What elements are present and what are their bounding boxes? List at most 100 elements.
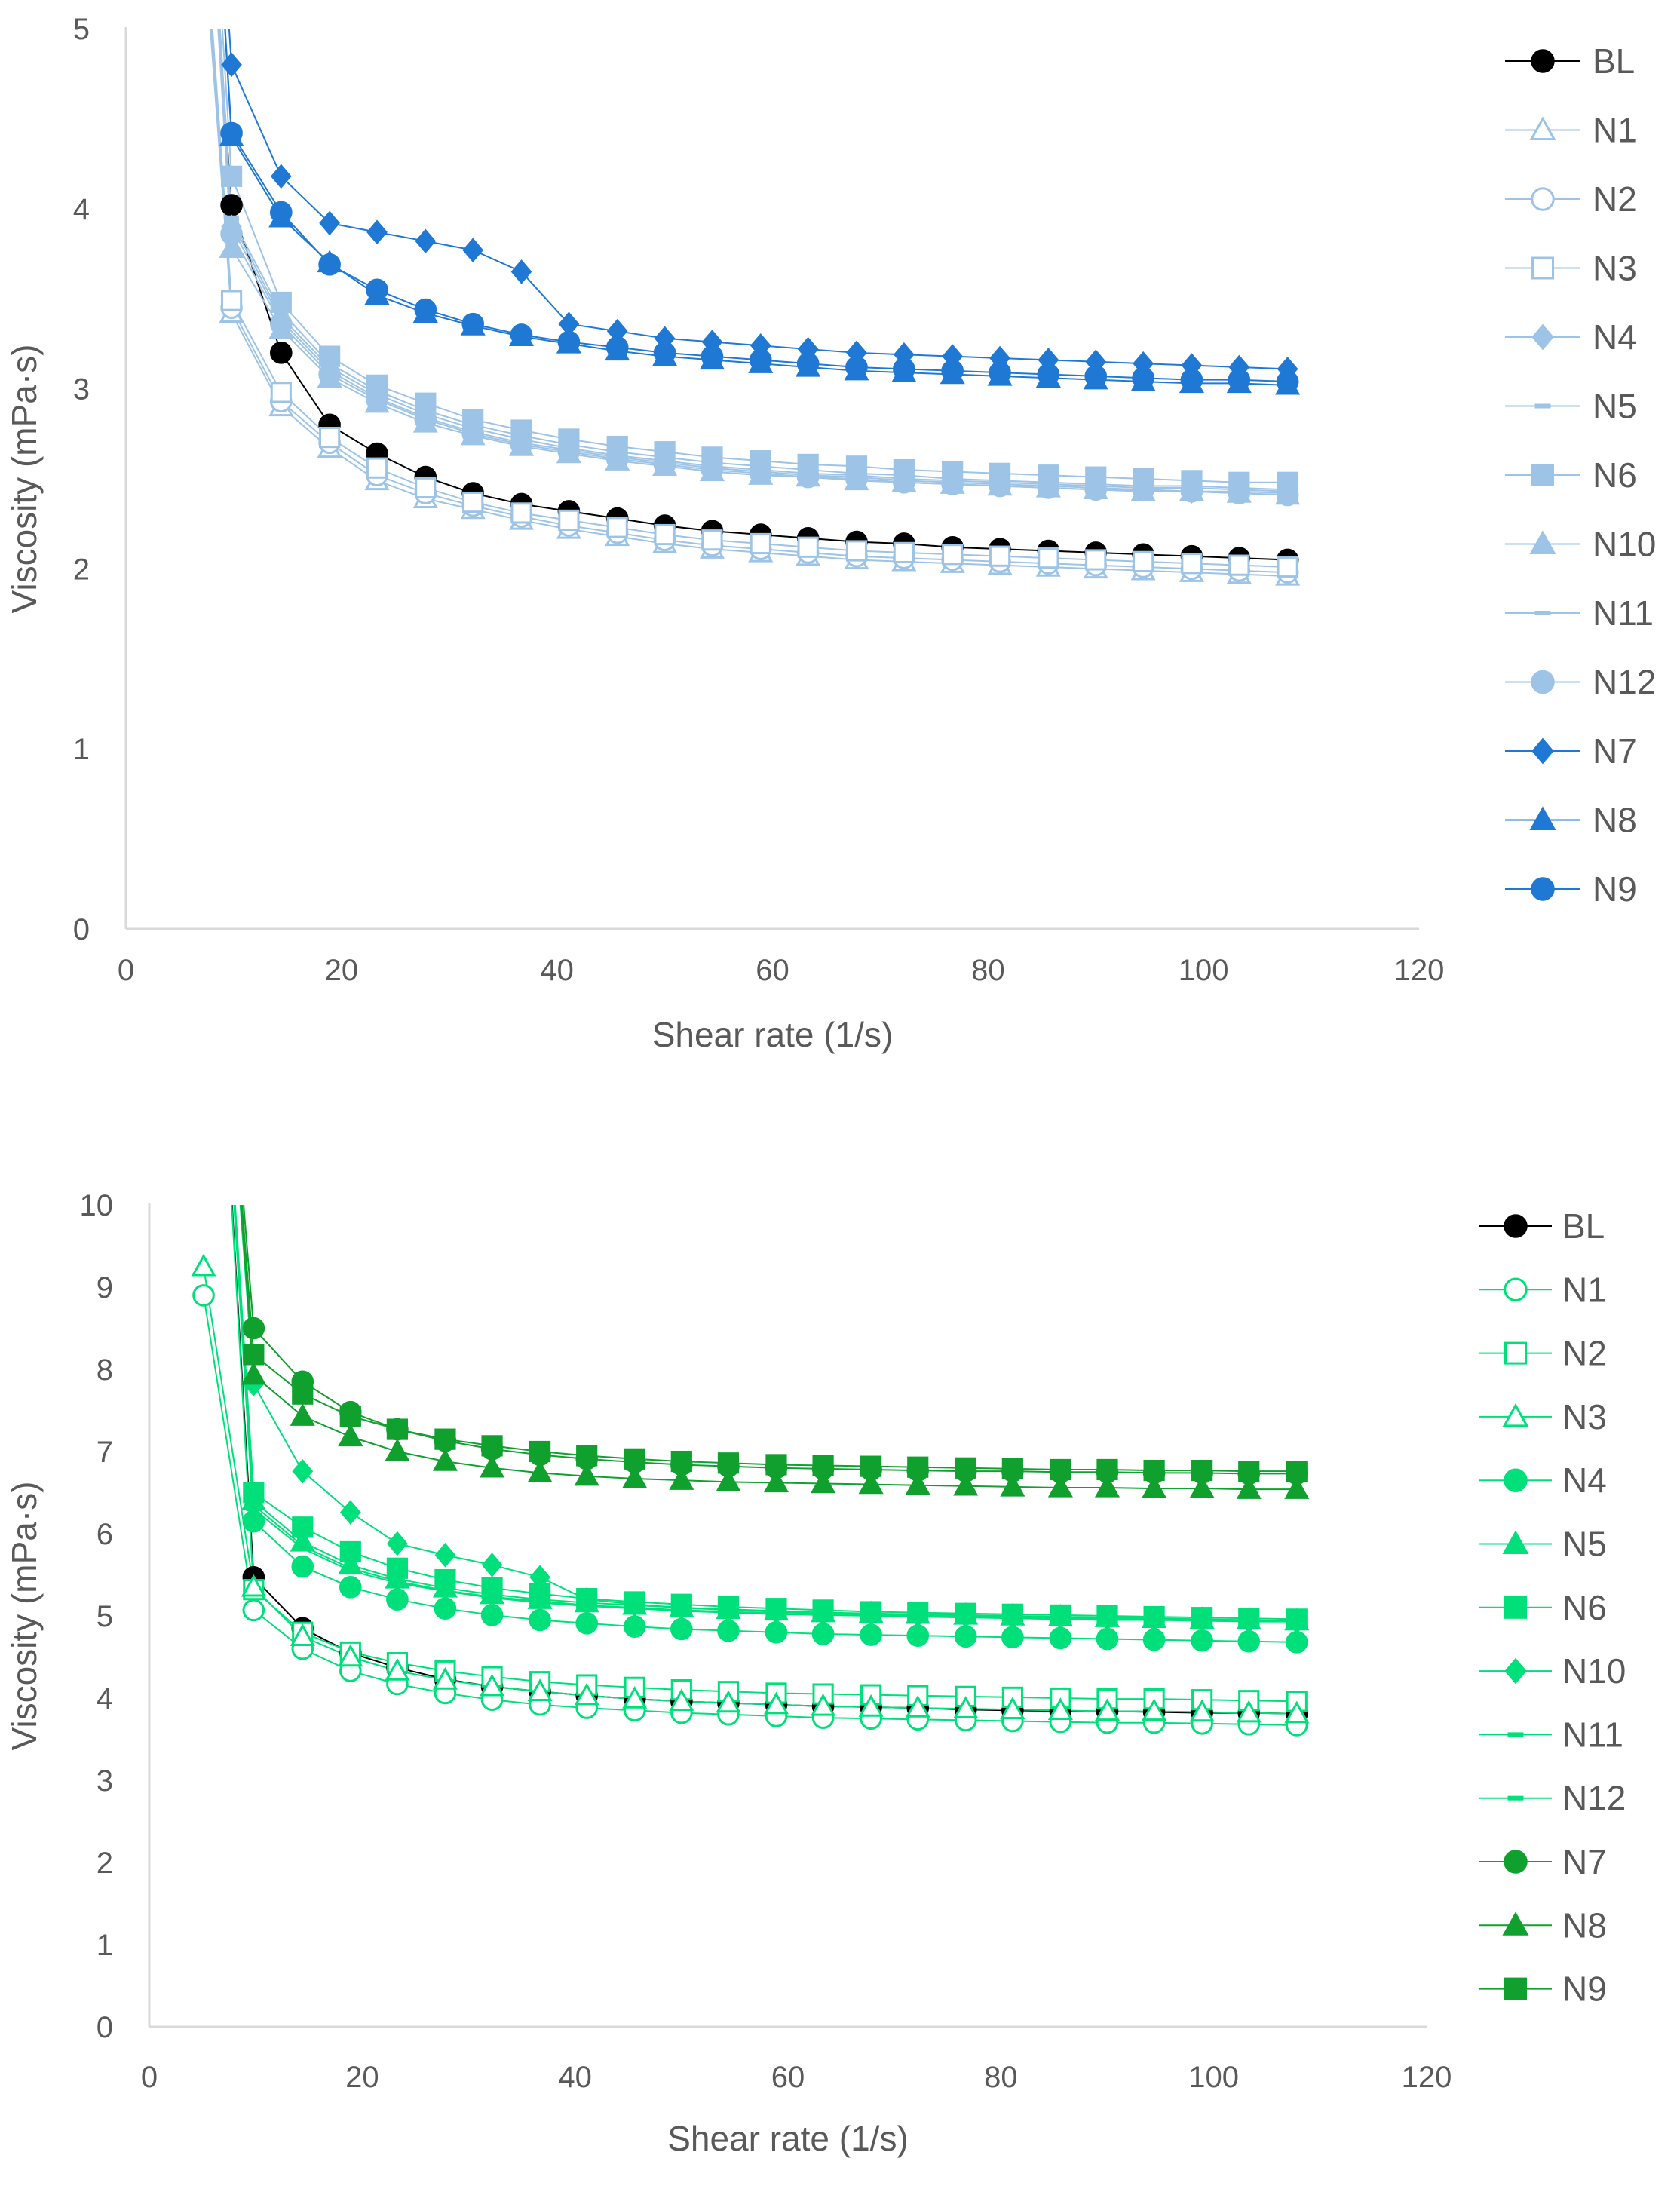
data-point-n12 xyxy=(845,468,868,490)
series-line-n10 xyxy=(217,29,1288,496)
x-tick-label: 80 xyxy=(984,2061,1018,2094)
data-point-n9 xyxy=(1132,366,1154,390)
data-point-n8 xyxy=(905,1472,930,1495)
legend-marker xyxy=(1529,116,1556,140)
data-point-n9 xyxy=(510,323,533,346)
y-tick-label: 3 xyxy=(73,373,90,406)
legend-marker xyxy=(1531,49,1555,73)
data-point-n3 xyxy=(462,491,484,513)
data-point-n9 xyxy=(270,201,293,224)
data-point-n3 xyxy=(845,540,868,562)
data-point-n8 xyxy=(1094,1474,1121,1498)
legend-label: N6 xyxy=(1593,455,1637,495)
data-point-n9 xyxy=(670,1450,692,1473)
data-point-n12 xyxy=(653,453,676,476)
x-tick-label: 40 xyxy=(540,954,574,987)
data-point-n12 xyxy=(484,1594,500,1599)
legend-marker xyxy=(1531,464,1554,486)
data-point-n10 xyxy=(292,1458,314,1484)
data-point-n3 xyxy=(1189,1699,1215,1722)
data-point-n9 xyxy=(955,1457,976,1479)
data-point-n3 xyxy=(701,529,723,551)
legend-marker xyxy=(1529,806,1556,830)
data-point-n7 xyxy=(242,1317,265,1340)
data-point-n8 xyxy=(1142,1475,1167,1498)
data-point-n12 xyxy=(1053,1616,1068,1621)
legend-label: N10 xyxy=(1593,525,1656,564)
series-line-n3 xyxy=(211,29,1288,569)
legend-label: N1 xyxy=(1593,111,1637,150)
data-point-n9 xyxy=(1096,1458,1118,1481)
data-point-n12 xyxy=(893,471,915,494)
data-point-n12 xyxy=(390,1579,405,1584)
data-point-n9 xyxy=(845,356,868,379)
data-point-n3 xyxy=(669,1688,694,1712)
legend-marker xyxy=(1504,1468,1528,1492)
data-point-n12 xyxy=(1146,1617,1162,1622)
legend-marker xyxy=(1504,1277,1528,1302)
legend-item-n9: N9 xyxy=(1505,869,1637,909)
legend-marker xyxy=(1504,1214,1528,1238)
data-point-n3 xyxy=(1277,556,1298,578)
series-line-n7 xyxy=(228,29,1288,370)
data-point-n12 xyxy=(295,1544,311,1549)
x-tick-label: 100 xyxy=(1188,2061,1239,2094)
y-tick-label: 3 xyxy=(97,1764,113,1798)
legend-item-n1: N1 xyxy=(1479,1270,1607,1309)
x-tick-label: 20 xyxy=(345,2061,379,2094)
data-point-n7 xyxy=(319,210,340,236)
y-tick-label: 1 xyxy=(73,733,90,766)
legend-item-n8: N8 xyxy=(1479,1905,1607,1945)
x-tick-label: 0 xyxy=(141,2061,158,2094)
data-point-n12 xyxy=(557,440,581,463)
data-point-n8 xyxy=(716,1469,741,1492)
legend-marker xyxy=(1531,323,1554,351)
data-point-n9 xyxy=(907,1456,929,1478)
data-point-n12 xyxy=(863,1612,878,1617)
data-point-n4 xyxy=(670,1617,693,1641)
data-point-n12 xyxy=(749,462,772,485)
legend-marker xyxy=(1504,1657,1527,1685)
legend-marker xyxy=(1504,1850,1528,1874)
legend-item-n11: N11 xyxy=(1505,593,1654,633)
legend-item-n7: N7 xyxy=(1479,1842,1607,1881)
data-point-n9 xyxy=(1191,1459,1213,1482)
legend-label: N1 xyxy=(1562,1270,1607,1309)
legend-label: N8 xyxy=(1593,801,1637,840)
y-tick-label: 2 xyxy=(97,1847,113,1880)
series-line-n5 xyxy=(234,1205,1297,1622)
legend-label: BL xyxy=(1562,1206,1605,1246)
data-point-n4 xyxy=(386,1588,409,1611)
y-tick-label: 9 xyxy=(97,1271,113,1304)
series-line-n4 xyxy=(233,1205,1297,1643)
data-point-n12 xyxy=(1194,1617,1209,1623)
series-line-n12 xyxy=(218,29,1288,496)
data-point-n3 xyxy=(763,1691,789,1715)
series-line-n9 xyxy=(241,1205,1297,1473)
data-point-n3 xyxy=(366,457,388,479)
legend-marker xyxy=(1504,1596,1527,1619)
data-point-n12 xyxy=(414,408,437,431)
legend-item-n3: N3 xyxy=(1479,1397,1607,1436)
legend-label: N5 xyxy=(1562,1525,1607,1564)
data-point-n4 xyxy=(811,1623,835,1645)
series-line-n3 xyxy=(203,1266,1297,1715)
legend-label: N11 xyxy=(1562,1715,1623,1754)
data-point-n8 xyxy=(290,1403,315,1426)
data-point-n3 xyxy=(1142,1698,1167,1721)
plot-area xyxy=(191,1205,1310,1737)
y-tick-label: 0 xyxy=(73,913,90,946)
legend-marker xyxy=(1531,877,1555,901)
data-point-n12 xyxy=(1037,477,1060,499)
data-point-n9 xyxy=(576,1445,598,1467)
data-point-n3 xyxy=(953,1696,979,1718)
legend-label: N9 xyxy=(1562,1970,1607,2009)
x-tick-label: 80 xyxy=(971,954,1005,987)
data-point-n9 xyxy=(292,1383,314,1405)
data-point-n8 xyxy=(1189,1475,1215,1498)
legend-item-n6: N6 xyxy=(1479,1588,1607,1627)
legend-label: N10 xyxy=(1562,1651,1626,1691)
data-point-n9 xyxy=(749,348,772,372)
data-point-n3 xyxy=(241,1574,266,1597)
